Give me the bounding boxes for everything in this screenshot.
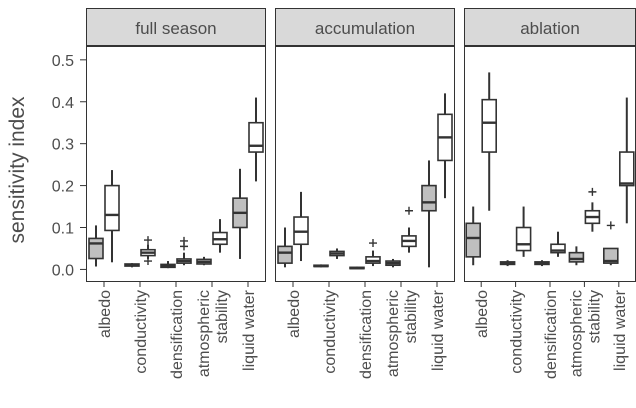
outlier [180, 236, 188, 245]
x-tick-label-line: conductivity [322, 290, 339, 374]
box [104, 184, 120, 232]
x-tick-label: albedo [97, 290, 114, 338]
outlier [606, 221, 615, 230]
y-axis-title: sensitivity index [6, 96, 29, 244]
x-tick-label: albedo [286, 290, 303, 338]
x-tick-label-line: densification [543, 290, 560, 379]
x-tick-label-line: atmospheric [196, 290, 213, 377]
x-tick-label-line: atmospheric [385, 290, 402, 377]
x-tick-label-line: liquid water [430, 289, 447, 371]
outlier [369, 239, 377, 248]
box [88, 237, 104, 260]
strip [86, 8, 266, 46]
x-tick-label: densification [358, 290, 375, 379]
x-tick-label: conductivity [133, 290, 150, 374]
x-tick-label-line: albedo [97, 290, 114, 338]
x-tick-label-line: densification [169, 290, 186, 379]
x-tick-label-line: albedo [474, 290, 491, 338]
panel [275, 46, 455, 282]
y-tick-label: 0.0 [52, 262, 74, 279]
box [248, 121, 264, 153]
x-tick-label-line: liquid water [241, 289, 258, 371]
panel-title: full season [135, 19, 216, 38]
box [421, 184, 437, 212]
strip [275, 8, 455, 46]
y-tick-label: 0.1 [52, 221, 74, 238]
x-tick-label: liquid water [430, 289, 447, 371]
x-tick-label: atmosphericstability [196, 290, 231, 377]
panel [86, 46, 266, 282]
box [550, 243, 566, 254]
x-tick-label: conductivity [509, 290, 526, 374]
outlier [588, 187, 597, 196]
panel [464, 46, 636, 282]
box [277, 245, 293, 264]
box [515, 226, 532, 252]
x-tick-label-line: densification [358, 290, 375, 379]
x-tick-label-line: liquid water [612, 289, 629, 371]
box [618, 151, 635, 187]
x-tick-label: densification [169, 290, 186, 379]
y-tick-label: 0.5 [52, 53, 74, 70]
outlier [144, 236, 152, 245]
box [602, 247, 619, 264]
x-tick-label: atmosphericstability [385, 290, 420, 377]
x-tick-label-line: stability [403, 290, 420, 343]
box [465, 222, 482, 258]
x-tick-label: conductivity [322, 290, 339, 374]
x-tick-label: albedo [474, 290, 491, 338]
x-tick-label-line: stability [586, 290, 603, 343]
y-tick-label: 0.2 [52, 179, 74, 196]
x-tick-label-line: stability [214, 290, 231, 343]
box [481, 98, 498, 153]
box [568, 251, 585, 263]
panel-title: ablation [520, 19, 580, 38]
x-tick-label: liquid water [612, 289, 629, 371]
outlier [144, 257, 152, 266]
x-tick-label-line: atmospheric [568, 290, 585, 377]
x-tick-label-line: albedo [286, 290, 303, 338]
panel-title: accumulation [315, 19, 415, 38]
x-tick-label: densification [543, 290, 560, 379]
x-tick-label: atmosphericstability [568, 290, 603, 377]
x-tick-label: liquid water [241, 289, 258, 371]
y-tick-label: 0.4 [52, 95, 74, 112]
outlier [405, 206, 413, 215]
y-tick-label: 0.3 [52, 137, 74, 154]
x-tick-label-line: conductivity [133, 290, 150, 374]
x-tick-label-line: conductivity [509, 290, 526, 374]
